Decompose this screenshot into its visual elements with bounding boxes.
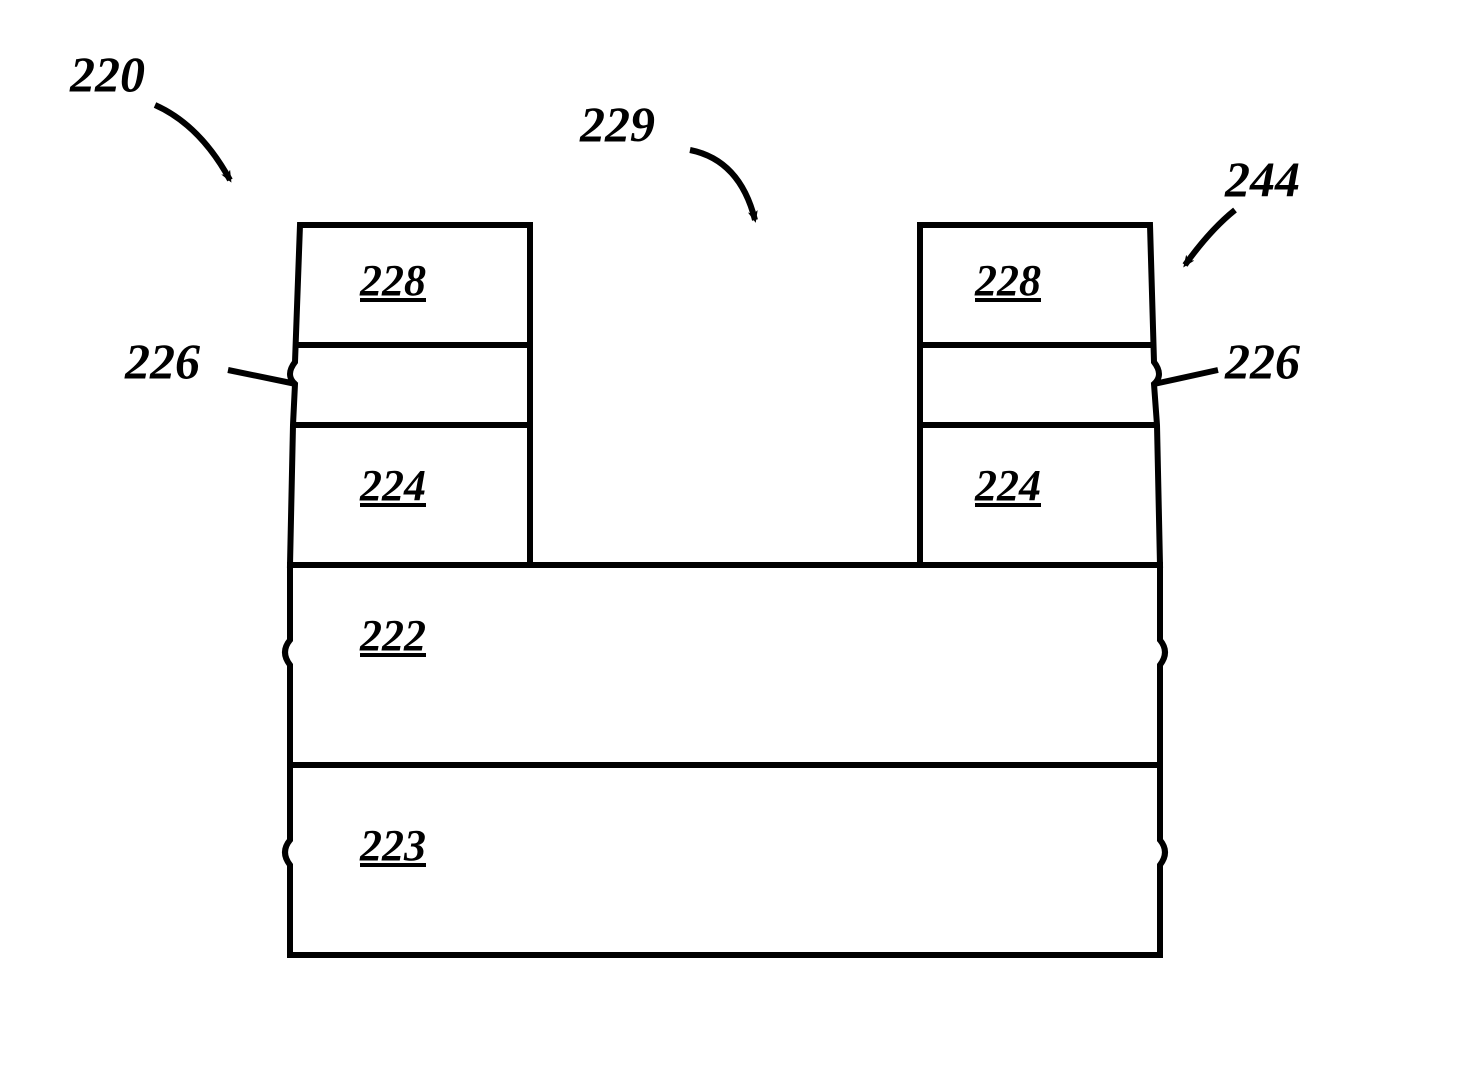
arrow-244	[1185, 210, 1235, 265]
label-228-right: 228	[975, 255, 1041, 306]
label-224-left: 224	[360, 460, 426, 511]
ref-229: 229	[580, 95, 655, 153]
label-224-right: 224	[975, 460, 1041, 511]
label-222: 222	[360, 610, 426, 661]
ref-220: 220	[70, 45, 145, 103]
ref-226-left: 226	[125, 332, 200, 390]
label-223: 223	[360, 820, 426, 871]
ref-244: 244	[1225, 150, 1300, 208]
leader-226-right	[1154, 370, 1218, 384]
ref-226-right: 226	[1225, 332, 1300, 390]
layer-222-outline	[285, 565, 1165, 765]
label-228-left: 228	[360, 255, 426, 306]
leader-226-left	[228, 370, 296, 384]
arrow-220	[155, 105, 230, 180]
arrow-229	[690, 150, 755, 220]
